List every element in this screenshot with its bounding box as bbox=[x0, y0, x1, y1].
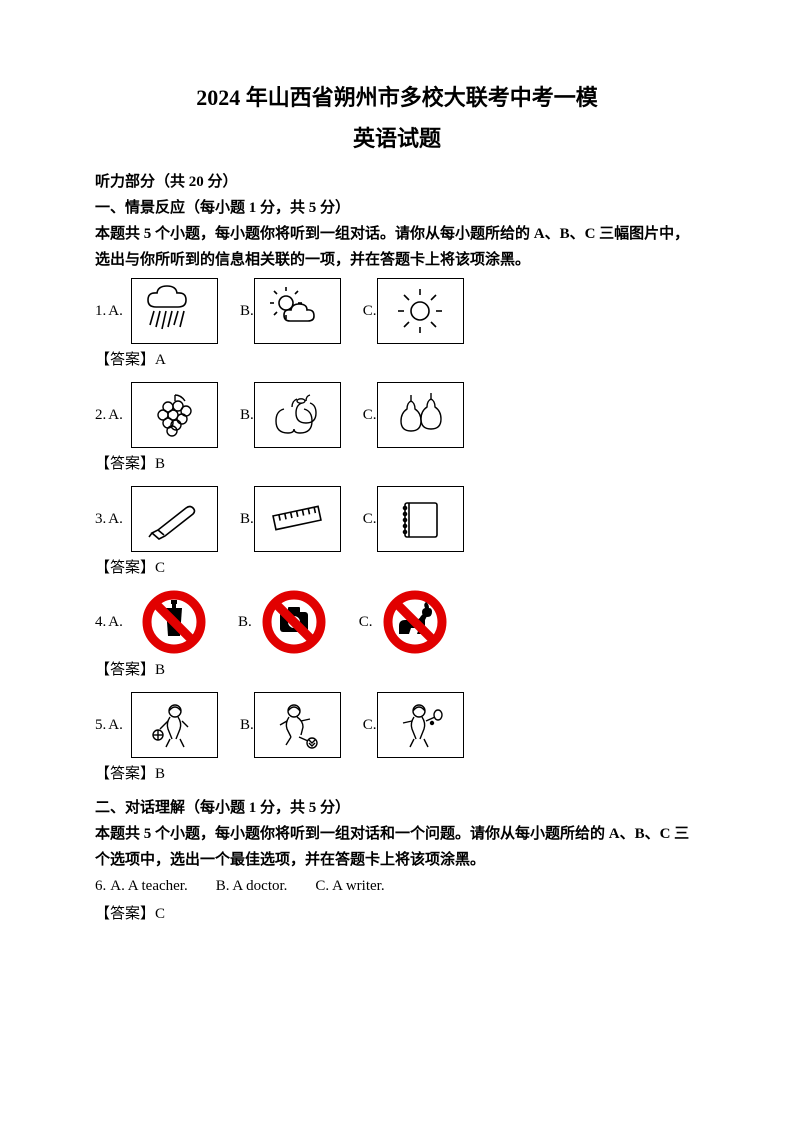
q5-opt-b bbox=[254, 692, 341, 758]
no-pets-icon bbox=[373, 590, 458, 654]
no-drink-icon bbox=[131, 590, 216, 654]
opt-b-label: B. bbox=[240, 403, 254, 427]
q-num: 2.A. bbox=[95, 403, 131, 427]
opt-b-label: B. bbox=[240, 507, 254, 531]
opt-b-label: B. bbox=[240, 713, 254, 737]
section1-title: 一、情景反应（每小题 1 分，共 5 分） bbox=[95, 196, 699, 220]
q5-opt-a bbox=[131, 692, 218, 758]
soccer-boy-icon bbox=[254, 692, 341, 758]
q3-opt-c bbox=[377, 486, 464, 552]
opt-b-label: B. bbox=[238, 610, 252, 634]
q4-opt-a bbox=[131, 590, 216, 654]
q1-opt-a bbox=[131, 278, 218, 344]
pears-icon bbox=[377, 382, 464, 448]
question-row: 5.A. B. C. bbox=[95, 692, 699, 758]
rain-cloud-icon bbox=[131, 278, 218, 344]
pingpong-boy-icon bbox=[377, 692, 464, 758]
q2-answer: 【答案】B bbox=[95, 452, 699, 476]
question-row: 4.A. B. C. bbox=[95, 590, 699, 654]
section2-desc-1: 本题共 5 个小题，每小题你将听到一组对话和一个问题。请你从每小题所给的 A、B… bbox=[95, 822, 699, 846]
q6-opt-c: C. A writer. bbox=[315, 874, 384, 898]
q1-opt-c bbox=[377, 278, 464, 344]
page-title-1: 2024 年山西省朔州市多校大联考中考一模 bbox=[95, 80, 699, 115]
question-row: 1.A. B. bbox=[95, 278, 699, 344]
opt-c-label: C. bbox=[363, 507, 377, 531]
q6-row: 6. A. A teacher. B. A doctor. C. A write… bbox=[95, 874, 699, 898]
pen-icon bbox=[131, 486, 218, 552]
q5-opt-c bbox=[377, 692, 464, 758]
apples-icon bbox=[254, 382, 341, 448]
q-num: 3.A. bbox=[95, 507, 131, 531]
section1-desc-1: 本题共 5 个小题，每小题你将听到一组对话。请你从每小题所给的 A、B、C 三幅… bbox=[95, 222, 699, 246]
q2-opt-a bbox=[131, 382, 218, 448]
q2-opt-b bbox=[254, 382, 341, 448]
q6-num: 6. bbox=[95, 874, 106, 898]
question-row: 3.A. B. C. bbox=[95, 486, 699, 552]
q3-opt-a bbox=[131, 486, 218, 552]
ruler-icon bbox=[254, 486, 341, 552]
opt-c-label: C. bbox=[363, 713, 377, 737]
opt-c-label: C. bbox=[359, 610, 373, 634]
q6-opt-b: B. A doctor. bbox=[216, 874, 288, 898]
notebook-icon bbox=[377, 486, 464, 552]
q-num: 4.A. bbox=[95, 610, 131, 634]
q-num: 5.A. bbox=[95, 713, 131, 737]
listening-header: 听力部分（共 20 分） bbox=[95, 170, 699, 194]
section2-title: 二、对话理解（每小题 1 分，共 5 分） bbox=[95, 796, 699, 820]
opt-c-label: C. bbox=[363, 299, 377, 323]
section2-desc-2: 个选项中，选出一个最佳选项，并在答题卡上将该项涂黑。 bbox=[95, 848, 699, 872]
q4-opt-c bbox=[373, 590, 458, 654]
q5-answer: 【答案】B bbox=[95, 762, 699, 786]
q4-answer: 【答案】B bbox=[95, 658, 699, 682]
grapes-icon bbox=[131, 382, 218, 448]
basketball-boy-icon bbox=[131, 692, 218, 758]
opt-c-label: C. bbox=[363, 403, 377, 427]
q6-opt-a: A. A teacher. bbox=[110, 874, 187, 898]
q4-opt-b bbox=[252, 590, 337, 654]
sun-cloud-icon bbox=[254, 278, 341, 344]
question-row: 2.A. B. C. bbox=[95, 382, 699, 448]
q1-answer: 【答案】A bbox=[95, 348, 699, 372]
opt-b-label: B. bbox=[240, 299, 254, 323]
q6-answer: 【答案】C bbox=[95, 902, 699, 926]
q-num: 1.A. bbox=[95, 299, 131, 323]
q1-opt-b bbox=[254, 278, 341, 344]
no-camera-icon bbox=[252, 590, 337, 654]
page-title-2: 英语试题 bbox=[95, 121, 699, 156]
q3-answer: 【答案】C bbox=[95, 556, 699, 580]
sun-icon bbox=[377, 278, 464, 344]
q3-opt-b bbox=[254, 486, 341, 552]
q2-opt-c bbox=[377, 382, 464, 448]
section1-desc-2: 选出与你所听到的信息相关联的一项，并在答题卡上将该项涂黑。 bbox=[95, 248, 699, 272]
